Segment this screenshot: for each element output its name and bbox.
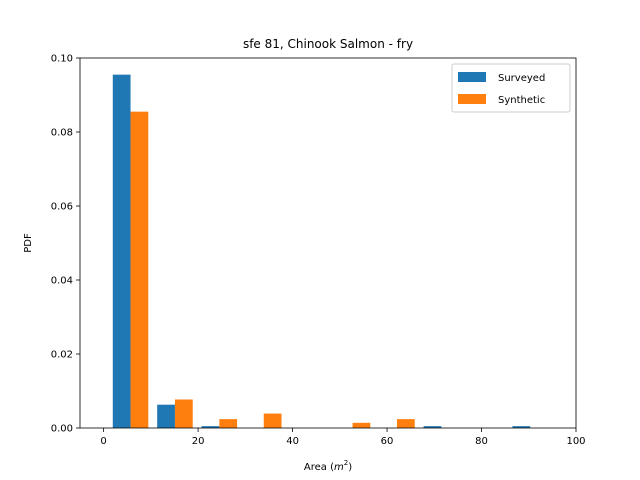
x-tick-label: 20 <box>192 436 205 447</box>
bar-synthetic-2 <box>219 419 238 428</box>
x-tick-label: 80 <box>475 436 488 447</box>
y-axis-ticks: 0.00 0.02 0.04 0.06 0.08 0.10 <box>51 54 80 435</box>
y-tick-label: 0.04 <box>51 276 73 287</box>
y-tick-label: 0.02 <box>51 350 73 361</box>
x-axis-label: Area (m2) <box>304 459 352 473</box>
chart-title: sfe 81, Chinook Salmon - fry <box>243 37 413 51</box>
x-tick-label: 100 <box>566 436 585 447</box>
plot-frame <box>79 57 577 429</box>
bar-synthetic-3 <box>263 413 282 428</box>
y-tick-label: 0.08 <box>51 128 73 139</box>
legend-label-synthetic: Synthetic <box>498 95 545 106</box>
x-tick-label: 60 <box>381 436 394 447</box>
bar-surveyed-1 <box>157 404 175 428</box>
bar-synthetic-5 <box>352 422 371 428</box>
legend-label-surveyed: Surveyed <box>498 73 545 84</box>
bar-surveyed-0 <box>112 74 131 429</box>
bar-synthetic-1 <box>174 399 193 428</box>
x-axis-ticks: 0 20 40 60 80 100 <box>100 428 586 447</box>
legend-swatch-surveyed <box>458 72 486 82</box>
bar-synthetic-0 <box>130 111 149 429</box>
y-tick-label: 0.06 <box>51 202 73 213</box>
bar-surveyed-2 <box>201 426 220 428</box>
y-tick-label: 0.00 <box>51 424 73 435</box>
legend-swatch-synthetic <box>458 94 486 104</box>
y-tick-label: 0.10 <box>51 54 73 65</box>
legend: Surveyed Synthetic <box>451 63 571 113</box>
y-axis-label: PDF <box>23 233 34 253</box>
bar-synthetic-6 <box>396 419 415 428</box>
x-tick-label: 0 <box>100 436 106 447</box>
bar-surveyed-9 <box>512 426 531 428</box>
bars-group <box>112 74 531 429</box>
bar-surveyed-7 <box>423 426 442 428</box>
x-tick-label: 40 <box>286 436 299 447</box>
